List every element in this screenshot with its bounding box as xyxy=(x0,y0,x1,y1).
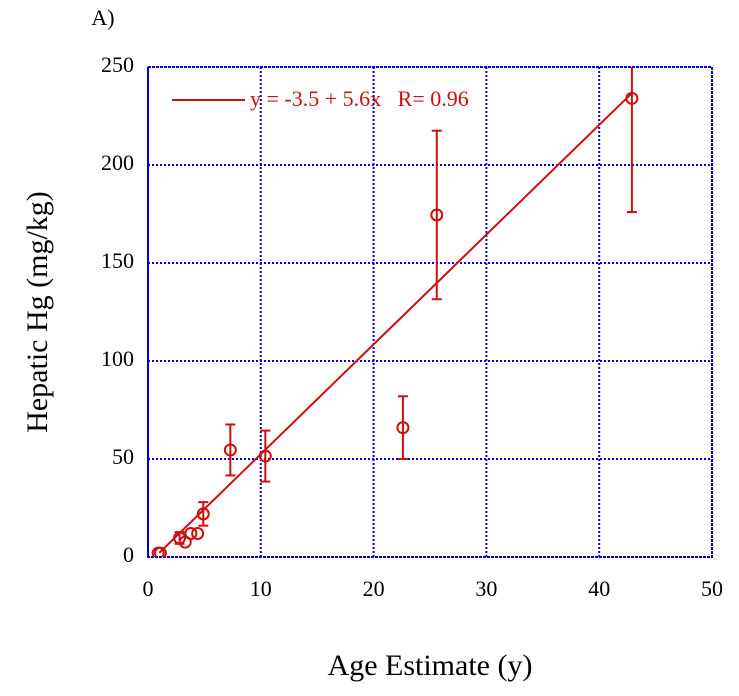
data-point xyxy=(258,449,272,463)
data-point xyxy=(223,443,237,457)
y-axis-label: Hepatic Hg (mg/kg) xyxy=(21,191,54,433)
x-axis-label: Age Estimate (y) xyxy=(328,649,533,682)
plot-area xyxy=(151,67,639,557)
x-tick-label: 40 xyxy=(588,576,610,601)
plot-frame xyxy=(147,66,713,558)
x-tick-label: 0 xyxy=(143,576,154,601)
y-tick-label: 100 xyxy=(101,346,134,371)
x-tick-label: 20 xyxy=(363,576,385,601)
y-tick-label: 0 xyxy=(123,542,134,567)
y-tick-label: 50 xyxy=(112,444,134,469)
y-tick-label: 250 xyxy=(101,52,134,77)
data-point xyxy=(184,526,198,540)
data-point xyxy=(191,526,205,540)
fit-line xyxy=(158,92,633,554)
x-tick-label: 50 xyxy=(701,576,723,601)
legend-label: y = -3.5 + 5.6x R= 0.96 xyxy=(250,86,469,111)
data-point xyxy=(430,208,444,222)
y-tick-label: 150 xyxy=(101,248,134,273)
x-tick-label: 10 xyxy=(250,576,272,601)
x-tick-label: 30 xyxy=(475,576,497,601)
chart-title: A) xyxy=(91,5,114,30)
data-point xyxy=(625,91,639,105)
y-tick-label: 200 xyxy=(101,150,134,175)
data-point xyxy=(196,507,210,521)
data-point xyxy=(396,421,410,435)
data-point xyxy=(153,546,167,557)
